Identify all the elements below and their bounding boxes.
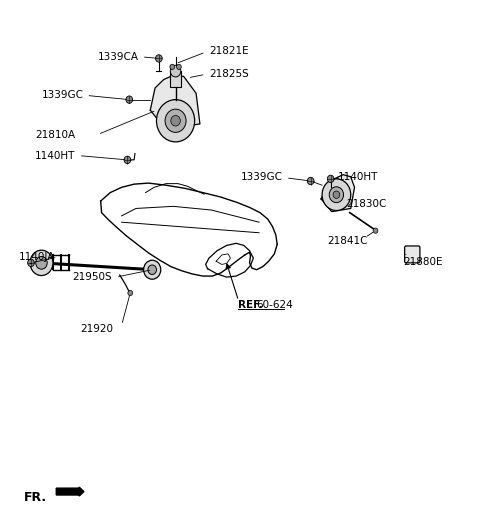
Circle shape [30, 250, 53, 276]
Circle shape [124, 156, 131, 164]
Circle shape [148, 265, 156, 275]
Text: 21920: 21920 [81, 324, 114, 334]
Circle shape [156, 100, 195, 142]
Text: 1339GC: 1339GC [241, 172, 283, 182]
Circle shape [327, 175, 334, 183]
Text: REF.: REF. [238, 300, 263, 310]
Text: 60-624: 60-624 [257, 300, 293, 310]
Bar [170, 71, 181, 87]
Text: 1339CA: 1339CA [98, 52, 139, 62]
Text: 21841C: 21841C [327, 236, 367, 246]
Circle shape [329, 187, 344, 203]
Circle shape [171, 115, 180, 126]
Circle shape [144, 260, 161, 279]
Text: 1140HT: 1140HT [35, 151, 75, 161]
Circle shape [28, 259, 34, 267]
Text: 21950S: 21950S [72, 272, 112, 282]
Text: 1140JA: 1140JA [18, 252, 55, 262]
FancyBboxPatch shape [405, 246, 420, 263]
Polygon shape [150, 75, 200, 129]
Circle shape [333, 191, 340, 199]
Text: 21810A: 21810A [35, 130, 75, 140]
Circle shape [373, 228, 378, 233]
Text: FR.: FR. [24, 491, 48, 504]
Circle shape [170, 64, 175, 70]
Circle shape [126, 96, 132, 104]
Circle shape [170, 65, 181, 77]
Circle shape [36, 256, 47, 269]
FancyArrow shape [56, 487, 84, 496]
Text: 1339GC: 1339GC [41, 90, 84, 100]
Text: 1140HT: 1140HT [338, 172, 378, 182]
Circle shape [322, 179, 351, 211]
Text: 21880E: 21880E [403, 258, 443, 267]
Text: 21825S: 21825S [209, 69, 249, 79]
Polygon shape [321, 175, 355, 212]
Circle shape [128, 290, 132, 296]
Circle shape [165, 109, 186, 132]
Circle shape [177, 64, 181, 70]
Circle shape [307, 177, 314, 185]
Text: 21830C: 21830C [346, 199, 386, 209]
Text: 21821E: 21821E [209, 46, 249, 56]
Circle shape [156, 55, 162, 62]
